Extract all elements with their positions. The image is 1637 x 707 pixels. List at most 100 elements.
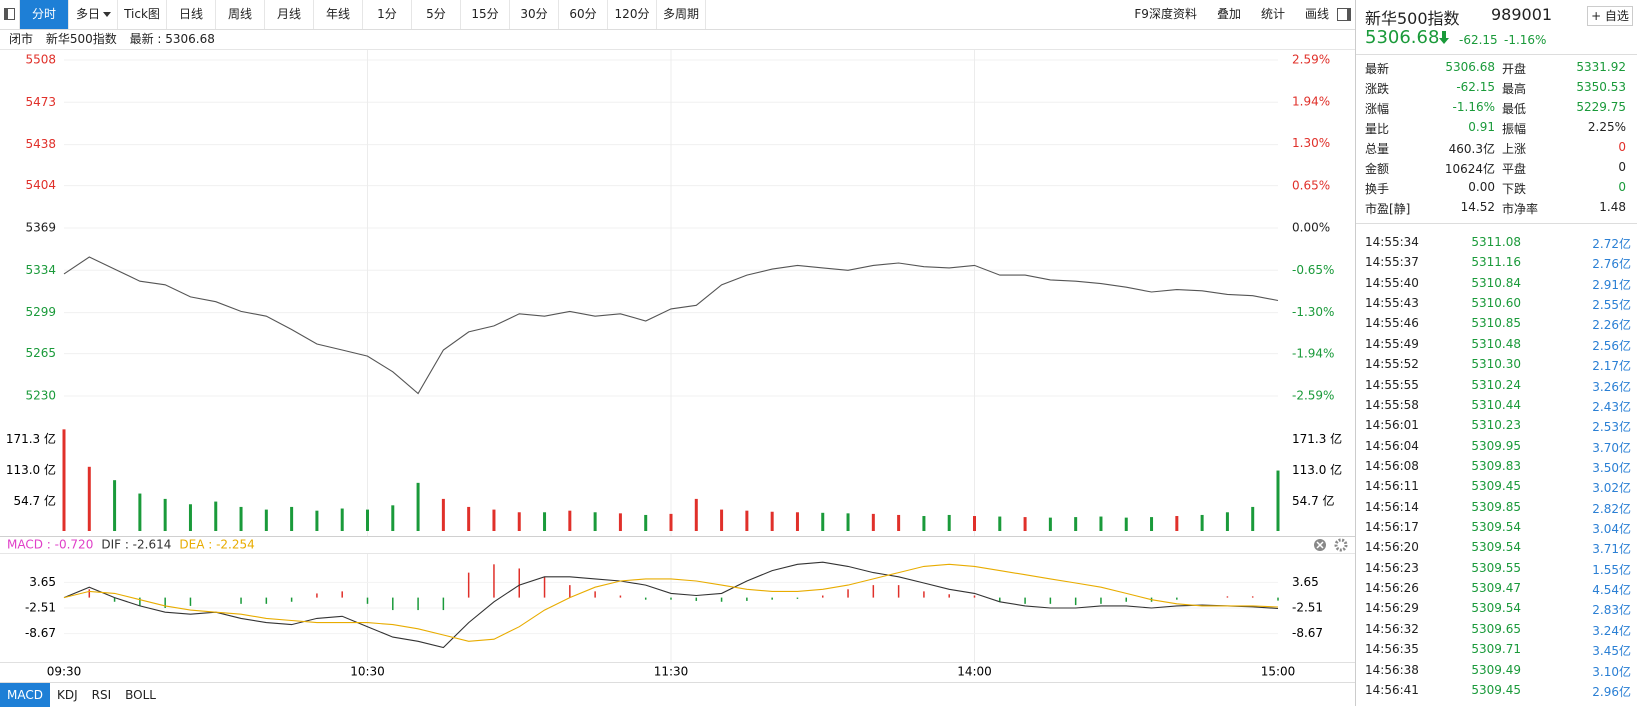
trade-time: 14:56:32 [1365,621,1419,636]
x-tick-label: 10:30 [350,665,385,679]
watch-button[interactable]: + 自选 [1587,6,1633,26]
settings-icon[interactable] [1334,538,1348,552]
period-tab[interactable]: 1分 [363,0,412,29]
quote-label: 下跌 [1502,182,1527,196]
trade-price: 5310.48 [1471,336,1521,351]
trade-price: 5309.95 [1471,438,1521,453]
quote-change-pct: -1.16% [1504,33,1547,47]
quote-value: 10624亿 [1444,162,1495,176]
volume-bar [1276,470,1280,531]
panel-toggle[interactable] [1337,8,1351,21]
trade-time: 14:56:14 [1365,499,1419,514]
x-tick-label: 09:30 [47,665,82,679]
volume-bar [113,480,117,531]
period-tab[interactable]: 周线 [216,0,265,29]
quote-label: 金额 [1365,162,1390,176]
volume-bar [998,516,1002,531]
trade-time: 14:56:23 [1365,560,1419,575]
indicator-tab[interactable]: RSI [91,688,112,702]
y2-tick-label: -1.94% [1292,346,1334,360]
quote-price: 5306.68 [1365,27,1440,48]
period-tab[interactable]: 5分 [412,0,461,29]
trade-amount: 3.02亿 [1592,481,1631,496]
volume-bar [163,498,167,531]
volume-bar [846,513,850,531]
y2-tick-label: 1.94% [1292,95,1330,109]
volume-bar [214,501,218,531]
tool-button[interactable]: 统计 [1260,7,1285,21]
quote-value: 0.91 [1468,120,1495,134]
volume-bar [239,506,243,531]
trade-time: 14:55:37 [1365,255,1419,270]
volume-bar [1251,506,1255,531]
x-tick-label: 11:30 [654,665,689,679]
volume-bar [366,509,369,531]
y-tick-label: 5334 [25,263,56,277]
trade-time: 14:55:55 [1365,377,1419,392]
trade-time: 14:56:38 [1365,662,1419,677]
trade-amount: 2.55亿 [1592,298,1631,313]
tool-button[interactable]: 叠加 [1216,7,1241,21]
trade-time: 14:56:20 [1365,540,1419,555]
period-tab[interactable]: 30分 [510,0,559,29]
period-tab[interactable]: 60分 [559,0,608,29]
period-tab[interactable]: 多日 [69,0,118,29]
trade-time: 14:56:29 [1365,601,1419,616]
legend-entry: DEA : -2.254 [179,538,254,552]
quote-label: 最高 [1502,82,1527,96]
period-tab[interactable]: 日线 [167,0,216,29]
volume-bar [1074,517,1078,531]
tool-button[interactable]: 画线 [1304,7,1329,21]
volume-bar [290,506,294,531]
trade-amount: 3.45亿 [1592,644,1631,659]
volume-bar [897,514,901,531]
trade-time: 14:56:01 [1365,418,1419,433]
quote-label: 开盘 [1502,62,1527,76]
quote-label: 市净率 [1502,202,1539,216]
trade-amount: 1.55亿 [1592,562,1631,577]
y-tick-label: 5299 [25,305,56,319]
y-tick-label: 113.0 亿 [6,462,56,477]
period-tab[interactable]: 月线 [265,0,314,29]
chart: MACD : -0.720 DIF : -2.614 DEA : -2.254 55… [0,49,1355,679]
quote-value: 0 [1618,160,1626,174]
volume-bar [62,429,66,531]
tools: F9深度资料 叠加 统计 画线 [1134,0,1329,29]
volume-bar [1150,517,1154,531]
y-tick-label: -8.67 [1292,626,1323,640]
indicator-tab[interactable]: MACD [0,683,50,707]
period-tab[interactable]: 年线 [314,0,363,29]
sidebar-toggle[interactable] [0,0,20,29]
indicator-tab[interactable]: BOLL [125,688,156,702]
period-tab[interactable]: Tick图 [118,0,167,29]
tool-button[interactable]: F9深度资料 [1134,7,1197,21]
toolbar: 分时 多日 Tick图 日线 周线 月线 年线 1分 5分 15分 30分 60分 120分 多周期 F9… [0,0,1355,30]
quote-label: 总量 [1365,142,1390,156]
quote-label: 涨跌 [1365,82,1390,96]
x-tick-label: 15:00 [1261,665,1296,679]
market-status: 闭市 [9,32,34,46]
volume-bar [1200,514,1204,531]
volume-bar [593,512,597,531]
y-tick-label: 5508 [25,53,56,67]
trade-amount: 2.72亿 [1592,237,1631,251]
quote-value: 460.3亿 [1448,142,1495,156]
down-arrow [1439,31,1449,44]
volume-bar [669,513,673,531]
period-tab[interactable]: 分时 [20,0,69,29]
volume-bar [87,466,91,531]
period-tab[interactable]: 15分 [461,0,510,29]
volume-bar [795,512,799,531]
y-tick-label: 171.3 亿 [1292,431,1342,446]
macd-line [63,563,1279,642]
trade-price: 5310.44 [1471,397,1521,412]
period-tab[interactable]: 120分 [608,0,657,29]
trade-amount: 2.26亿 [1592,318,1631,333]
y-tick-label: 5438 [25,137,56,151]
period-tab[interactable]: 多周期 [657,0,706,29]
quote-value: 14.52 [1460,200,1495,214]
trade-price: 5309.65 [1471,621,1521,636]
indicator-tab[interactable]: KDJ [56,688,78,702]
trade-price: 5310.23 [1471,418,1521,433]
trade-time: 14:56:08 [1365,458,1419,473]
